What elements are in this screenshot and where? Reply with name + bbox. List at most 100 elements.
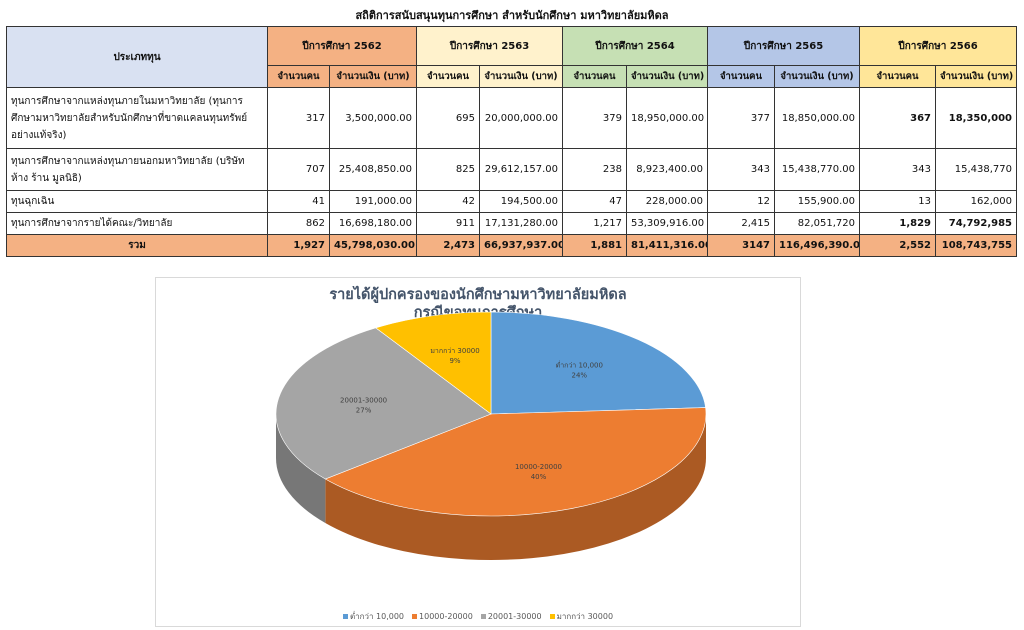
cell: 343 — [859, 148, 936, 191]
slice-category-label: ต่ำกว่า 10,000 — [556, 360, 603, 369]
pie-slice-0 — [490, 311, 706, 415]
cell: 707 — [267, 148, 330, 191]
cell: 108,743,755 — [935, 234, 1017, 257]
legend-label: 10000-20000 — [419, 612, 473, 621]
cell: 66,937,937.00 — [479, 234, 563, 257]
year-header-2566: ปีการศึกษา 2566 — [859, 26, 1017, 66]
total-row: รวม 1,927 45,798,030.00 2,473 66,937,937… — [6, 234, 1017, 257]
cell: 42 — [416, 190, 480, 213]
legend-label: ต่ำกว่า 10,000 — [349, 612, 405, 621]
cell: 825 — [416, 148, 480, 191]
pie-slice-2 — [275, 327, 492, 480]
legend-swatch — [480, 614, 486, 619]
total-label: รวม — [6, 234, 268, 257]
amount-header: จำนวนเงิน (บาท) — [329, 65, 417, 88]
legend-item: มากกว่า 30000 — [549, 610, 614, 623]
amount-header: จำนวนเงิน (บาท) — [479, 65, 563, 88]
cell: 17,131,280.00 — [479, 212, 563, 235]
slice-percent-label: 24% — [572, 371, 588, 379]
cell: 238 — [562, 148, 627, 191]
cell: 191,000.00 — [329, 190, 417, 213]
slice-percent-label: 9% — [449, 357, 460, 365]
cell: 45,798,030.00 — [329, 234, 417, 257]
year-header-2563: ปีการศึกษา 2563 — [416, 26, 563, 66]
slice-percent-label: 27% — [356, 406, 372, 414]
cell: 81,411,316.00 — [626, 234, 708, 257]
cell: 228,000.00 — [626, 190, 708, 213]
cell: 3147 — [707, 234, 775, 257]
cell: 1,829 — [859, 212, 936, 235]
cell: 82,051,720 — [774, 212, 860, 235]
count-header: จำนวนคน — [707, 65, 775, 88]
cell: 377 — [707, 87, 775, 149]
legend-item: 10000-20000 — [412, 612, 473, 621]
page-title: สถิติการสนับสนุนทุนการศึกษา สำหรับนักศึก… — [355, 9, 669, 22]
cell: 74,792,985 — [935, 212, 1017, 235]
chart-legend: ต่ำกว่า 10,000 10000-20000 20001-30000 มากก… — [156, 610, 800, 623]
legend-item: ต่ำกว่า 10,000 — [342, 610, 405, 623]
row-label: ทุนการศึกษาจากแหล่งทุนภายนอกมหาวิทยาลัย … — [6, 148, 268, 191]
slice-category-label: มากกว่า 30000 — [430, 347, 479, 355]
cell: 343 — [707, 148, 775, 191]
slice-percent-label: 40% — [531, 473, 547, 481]
cell: 18,950,000.00 — [626, 87, 708, 149]
amount-header: จำนวนเงิน (บาท) — [935, 65, 1017, 88]
year-header-2564: ปีการศึกษา 2564 — [562, 26, 708, 66]
cell: 317 — [267, 87, 330, 149]
cell: 13 — [859, 190, 936, 213]
count-header: จำนวนคน — [416, 65, 480, 88]
cell: 695 — [416, 87, 480, 149]
cell: 367 — [859, 87, 936, 149]
cell: 18,850,000.00 — [774, 87, 860, 149]
cell: 2,552 — [859, 234, 936, 257]
legend-item: 20001-30000 — [480, 612, 542, 621]
row-label: ทุนฉุกเฉิน — [6, 190, 268, 213]
cell: 41 — [267, 190, 330, 213]
amount-header: จำนวนเงิน (บาท) — [626, 65, 708, 88]
count-header: จำนวนคน — [562, 65, 627, 88]
pie-slice-side-2 — [276, 414, 326, 524]
legend-swatch — [412, 614, 418, 619]
table-row: ทุนการศึกษาจากรายได้คณะ/วิทยาลัย 862 16,… — [6, 212, 1017, 235]
count-header: จำนวนคน — [859, 65, 936, 88]
cell: 1,927 — [267, 234, 330, 257]
cell: 194,500.00 — [479, 190, 563, 213]
pie-plot: ต่ำกว่า 10,000 24% 10000-20000 40% 20001-300… — [275, 311, 707, 560]
cell: 29,612,157.00 — [479, 148, 563, 191]
cell: 53,309,916.00 — [626, 212, 708, 235]
cell: 3,500,000.00 — [329, 87, 417, 149]
cell: 379 — [562, 87, 627, 149]
cell: 47 — [562, 190, 627, 213]
cell: 8,923,400.00 — [626, 148, 708, 191]
scholarship-table: ประเภททุน ปีการศึกษา 2562 ปีการศึกษา 256… — [6, 26, 1017, 257]
table-row: ทุนการศึกษาจากแหล่งทุนภายในมหาวิทยาลัย (… — [6, 87, 1017, 149]
legend-label: 20001-30000 — [487, 612, 542, 621]
cell: 862 — [267, 212, 330, 235]
cell: 162,000 — [935, 190, 1017, 213]
type-header: ประเภททุน — [6, 26, 268, 88]
cell: 20,000,000.00 — [479, 87, 563, 149]
legend-label: มากกว่า 30000 — [556, 612, 614, 621]
cell: 25,408,850.00 — [329, 148, 417, 191]
cell: 911 — [416, 212, 480, 235]
cell: 116,496,390.00 — [774, 234, 860, 257]
table-row: ทุนการศึกษาจากแหล่งทุนภายนอกมหาวิทยาลัย … — [6, 148, 1017, 191]
cell: 18,350,000 — [935, 87, 1017, 149]
legend-swatch — [549, 614, 555, 619]
pie-chart: รายได้ผู้ปกครองของนักศึกษามหาวิทยาลัยมหิ… — [155, 277, 801, 627]
legend-swatch — [342, 614, 348, 619]
pie-slice-side-1 — [325, 414, 706, 560]
pie-slice-1 — [324, 407, 707, 517]
cell: 1,217 — [562, 212, 627, 235]
slice-category-label: 10000-20000 — [515, 463, 562, 471]
cell: 15,438,770.00 — [774, 148, 860, 191]
row-label: ทุนการศึกษาจากรายได้คณะ/วิทยาลัย — [6, 212, 268, 235]
cell: 15,438,770 — [935, 148, 1017, 191]
pie-slice-3 — [375, 311, 492, 415]
slice-category-label: 20001-30000 — [340, 396, 387, 404]
chart-title-line1: รายได้ผู้ปกครองของนักศึกษามหาวิทยาลัยมหิ… — [329, 287, 627, 303]
year-header-2565: ปีการศึกษา 2565 — [707, 26, 860, 66]
cell: 1,881 — [562, 234, 627, 257]
table-row: ทุนฉุกเฉิน 41 191,000.00 42 194,500.00 4… — [6, 190, 1017, 213]
cell: 12 — [707, 190, 775, 213]
